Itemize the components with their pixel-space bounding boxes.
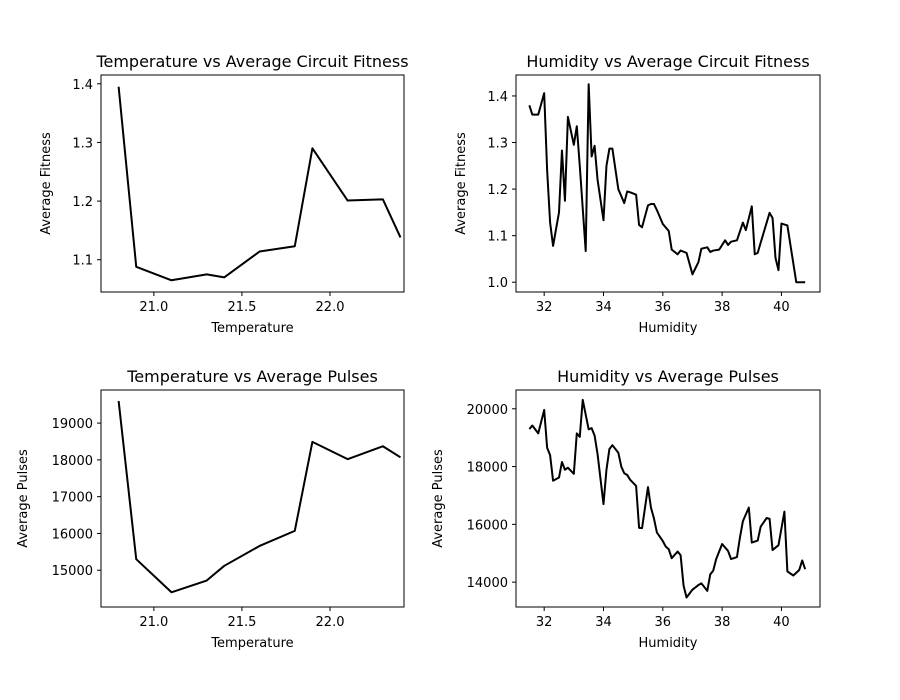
x-axis-label: Humidity xyxy=(639,636,698,651)
x-axis-label: Temperature xyxy=(210,636,293,651)
x-tick-label: 36 xyxy=(655,615,672,630)
series-line-1 xyxy=(528,398,807,599)
chart-title: Temperature vs Average Circuit Fitness xyxy=(95,52,408,71)
y-tick-label: 17000 xyxy=(52,491,93,506)
y-tick-label: 1.2 xyxy=(487,183,508,198)
y-tick-label: 18000 xyxy=(467,461,508,476)
axes-frame xyxy=(515,74,821,293)
y-tick-label: 15000 xyxy=(52,564,93,579)
y-tick-label: 1.4 xyxy=(487,90,508,105)
x-tick-label: 32 xyxy=(536,300,553,315)
x-tick-label: 36 xyxy=(655,300,672,315)
chart-title: Temperature vs Average Pulses xyxy=(126,367,378,386)
series-line-1 xyxy=(528,83,806,284)
y-tick-label: 1.3 xyxy=(72,136,93,151)
y-tick-label: 16000 xyxy=(52,527,93,542)
y-axis-label: Average Pulses xyxy=(431,449,446,548)
chart-title: Humidity vs Average Pulses xyxy=(557,367,779,386)
x-tick-label: 38 xyxy=(714,300,731,315)
x-tick-label: 38 xyxy=(714,615,731,630)
subplot-3: 21.0 21.5 22.0 15000 16000 17000 18000 19000 Tem… xyxy=(16,367,405,651)
y-tick-label: 1.4 xyxy=(72,78,93,93)
x-tick-label: 21.0 xyxy=(139,300,168,315)
axes-frame xyxy=(515,389,821,608)
x-axis-label: Humidity xyxy=(639,321,698,336)
y-tick-label: 20000 xyxy=(467,403,508,418)
axes-frame xyxy=(100,74,405,293)
x-tick-label: 40 xyxy=(773,300,790,315)
y-tick-label: 14000 xyxy=(467,576,508,591)
x-tick-label: 21.5 xyxy=(227,300,256,315)
series-line-1 xyxy=(117,86,402,282)
series-line-1 xyxy=(117,400,402,594)
subplot-4: 32 34 36 38 40 14000 16000 18000 20000 Humidity v… xyxy=(431,367,821,651)
y-tick-label: 1.2 xyxy=(72,195,93,210)
x-tick-label: 34 xyxy=(595,615,612,630)
y-tick-label: 1.1 xyxy=(487,230,508,245)
x-tick-label: 21.0 xyxy=(139,615,168,630)
x-tick-label: 40 xyxy=(773,615,790,630)
y-tick-label: 1.3 xyxy=(487,137,508,152)
y-tick-label: 18000 xyxy=(52,454,93,469)
x-tick-label: 21.5 xyxy=(227,615,256,630)
x-axis-label: Temperature xyxy=(210,321,293,336)
y-tick-label: 19000 xyxy=(52,417,93,432)
y-tick-label: 16000 xyxy=(467,518,508,533)
y-tick-label: 1.0 xyxy=(487,276,508,291)
y-tick-label: 1.1 xyxy=(72,254,93,269)
chart-title: Humidity vs Average Circuit Fitness xyxy=(526,52,809,71)
x-tick-label: 32 xyxy=(536,615,553,630)
axes-frame xyxy=(100,389,405,608)
y-axis-label: Average Pulses xyxy=(16,449,31,548)
x-tick-label: 22.0 xyxy=(316,615,345,630)
y-axis-label: Average Fitness xyxy=(454,132,469,235)
subplot-2: 32 34 36 38 40 1.0 1.1 1.2 1.3 1.4 Humidity vs Ave… xyxy=(454,52,821,336)
y-axis-label: Average Fitness xyxy=(39,132,54,235)
x-tick-label: 22.0 xyxy=(316,300,345,315)
x-tick-label: 34 xyxy=(595,300,612,315)
